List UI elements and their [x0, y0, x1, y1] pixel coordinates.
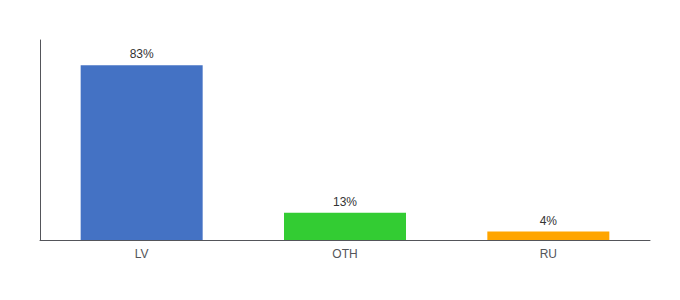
svg-text:OTH: OTH [332, 247, 357, 261]
svg-text:13%: 13% [333, 195, 357, 209]
svg-text:LV: LV [135, 247, 149, 261]
svg-text:83%: 83% [130, 47, 154, 61]
svg-text:RU: RU [540, 247, 557, 261]
svg-text:4%: 4% [540, 214, 558, 228]
